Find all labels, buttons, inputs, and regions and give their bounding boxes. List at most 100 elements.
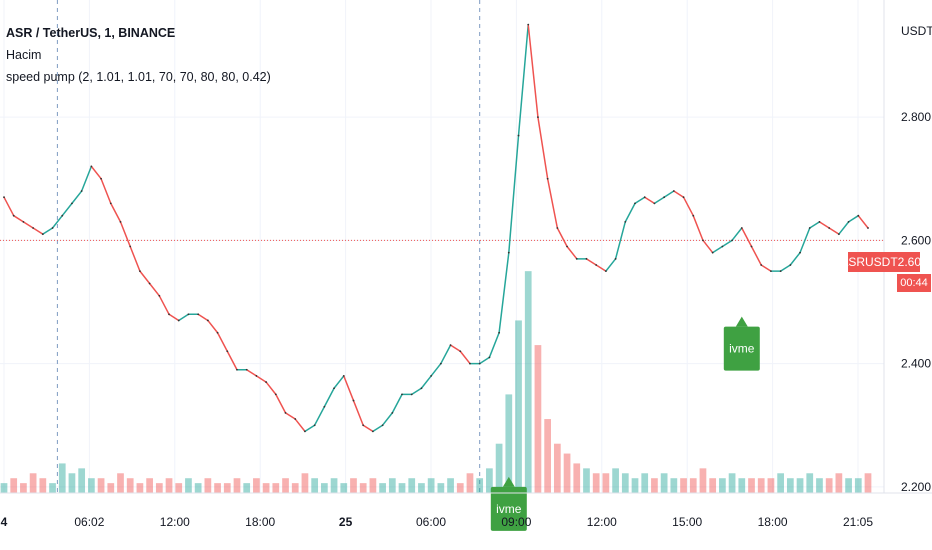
symbol-title[interactable]: ASR / TetherUS, 1, BINANCE: [6, 26, 176, 40]
price-point: [556, 227, 559, 229]
volume-bar: [456, 483, 464, 493]
volume-bar: [553, 443, 561, 493]
price-point: [653, 202, 656, 205]
price-segment: [100, 177, 112, 205]
time-tick-label: 12:00: [160, 515, 190, 529]
volume-bar: [320, 483, 328, 493]
price-segment: [537, 116, 549, 180]
price-point: [381, 424, 384, 427]
time-tick-label: 06:00: [416, 515, 446, 529]
price-point: [323, 405, 326, 408]
price-point: [614, 257, 617, 260]
signal-marker[interactable]: ivme: [490, 476, 527, 531]
price-point: [177, 319, 180, 322]
signal-marker[interactable]: ivme: [723, 316, 760, 371]
volume-bar: [253, 478, 260, 493]
price-point: [634, 202, 636, 205]
price-segment: [362, 424, 374, 433]
price-segment: [702, 239, 714, 254]
price-segment: [556, 227, 568, 248]
price-segment: [459, 350, 471, 365]
price-segment: [420, 375, 432, 389]
volume-bar: [0, 483, 8, 493]
price-point: [770, 270, 772, 273]
volume-bar: [641, 473, 649, 493]
time-tick-label: 18:00: [758, 515, 788, 529]
volume-bar: [175, 483, 183, 493]
price-point: [430, 375, 433, 377]
indicator-volume[interactable]: Hacim: [6, 48, 42, 62]
volume-bar: [602, 473, 610, 493]
price-point: [740, 227, 743, 229]
price-segment: [343, 375, 355, 402]
price-point: [837, 233, 840, 236]
signal-label: ivme: [729, 342, 755, 356]
price-point: [527, 23, 530, 26]
price-point: [847, 220, 850, 223]
volume-bar: [621, 473, 629, 493]
price-point: [643, 196, 646, 199]
price-point: [672, 190, 675, 192]
price-segment: [488, 332, 500, 359]
price-point: [3, 196, 5, 199]
volume-bar: [369, 478, 377, 493]
volume-bar: [806, 473, 814, 493]
price-point: [148, 282, 151, 285]
volume-bar: [10, 478, 18, 493]
volume-bar: [786, 478, 794, 493]
volume-bar: [728, 473, 736, 493]
price-segment: [624, 202, 636, 223]
price-segment: [750, 245, 762, 266]
symbol-label: ASRUSDT: [840, 255, 898, 269]
volume-bar: [68, 473, 76, 493]
volume-bar: [398, 483, 406, 493]
volume-bar: [39, 478, 47, 493]
volume-bar: [330, 478, 338, 493]
volume-bar: [20, 483, 27, 493]
volume-bar: [670, 478, 678, 493]
price-point: [459, 350, 462, 353]
indicator-speed-pump[interactable]: speed pump (2, 1.01, 1.01, 70, 70, 80, 8…: [6, 70, 271, 84]
volume-bar: [777, 473, 784, 493]
price-segment: [605, 258, 617, 272]
price-segment: [119, 221, 131, 248]
volume-bar: [748, 478, 755, 493]
volume-bar: [524, 271, 532, 493]
volume-bar: [58, 463, 66, 493]
volume-bar: [262, 483, 270, 493]
volume-bar: [29, 473, 37, 493]
time-tick-label: 15:00: [672, 515, 702, 529]
price-point: [779, 270, 782, 273]
price-segment: [508, 134, 520, 254]
time-tick-label: 25: [339, 515, 353, 529]
signal-arrow-icon: [735, 316, 748, 327]
volume-bar: [359, 483, 367, 493]
price-segment: [148, 282, 161, 297]
price-segment: [158, 295, 170, 316]
price-point: [702, 239, 704, 242]
price-tick-label: 2.800: [901, 110, 931, 124]
volume-bar: [185, 478, 192, 493]
price-point: [595, 264, 598, 266]
price-point: [663, 196, 666, 199]
price-point: [439, 362, 442, 365]
price-point: [711, 251, 714, 254]
price-point: [109, 202, 112, 205]
price-segment: [809, 221, 821, 229]
price-point: [575, 257, 578, 260]
price-point: [168, 313, 170, 316]
volume-bar: [757, 478, 765, 493]
time-tick-label: 21:05: [843, 515, 873, 529]
volume-bar: [447, 478, 454, 493]
volume-bar: [689, 478, 697, 493]
volume-bar: [418, 483, 425, 493]
volume-bar: [592, 473, 600, 493]
price-point: [828, 227, 831, 229]
volume-bar: [699, 468, 707, 493]
volume-bar: [350, 478, 357, 493]
signal-label: ivme: [496, 502, 522, 516]
price-segment: [352, 399, 364, 426]
volume-bar: [388, 478, 396, 493]
volume-bar: [796, 478, 804, 493]
